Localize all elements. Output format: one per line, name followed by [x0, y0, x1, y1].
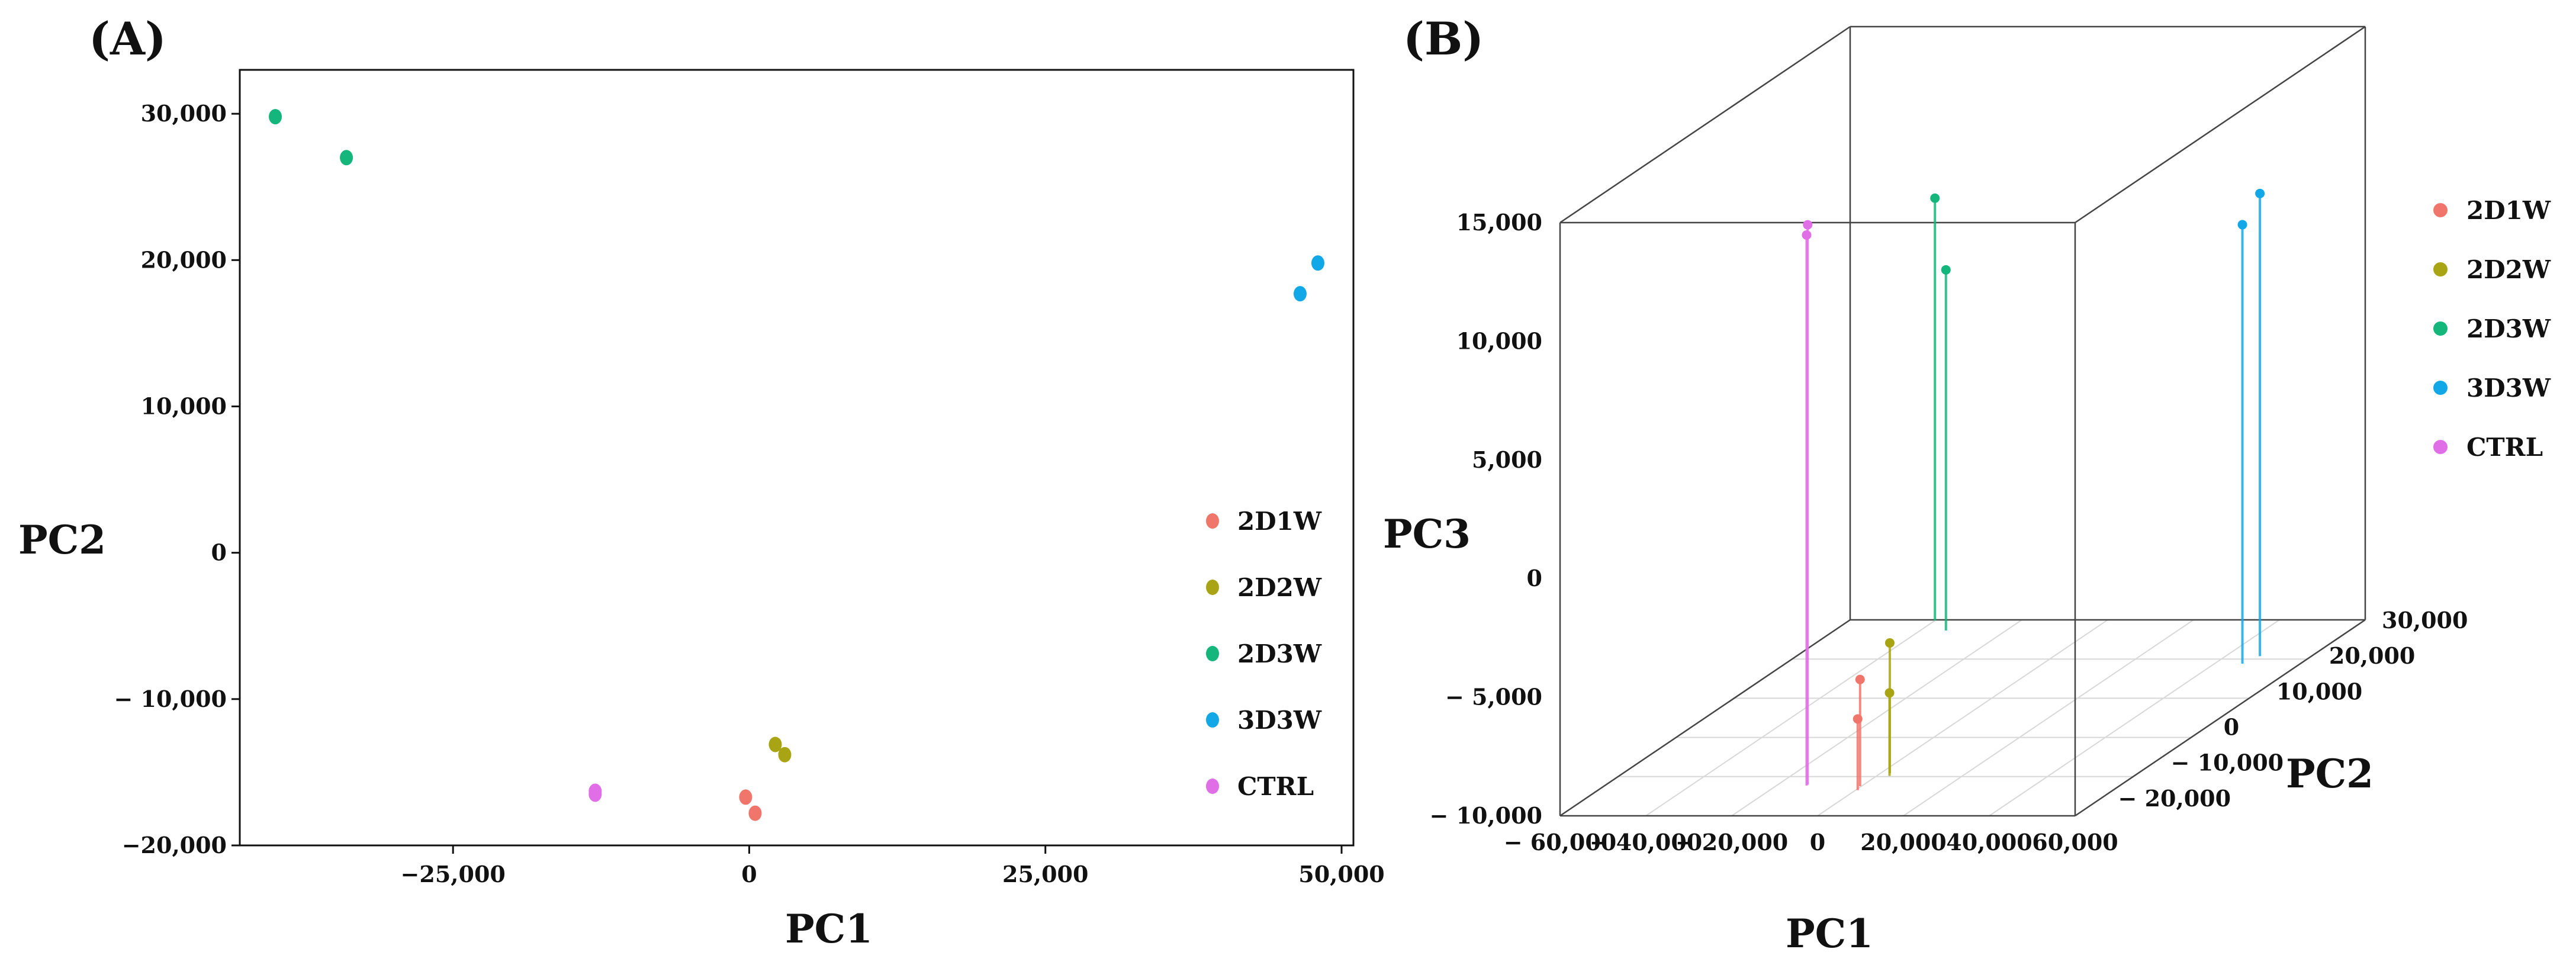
z-axis-title: PC3 — [1383, 511, 1471, 557]
x-tick-label: 0 — [1810, 829, 1825, 855]
x-tick-label: 20,000 — [1860, 829, 1946, 855]
legend-label: CTRL — [1237, 772, 1314, 801]
z-tick-label: − 10,000 — [1429, 802, 1542, 829]
point-3d3w — [1311, 255, 1324, 271]
y-tick-label: 0 — [211, 539, 227, 566]
point-2d1w — [739, 789, 752, 805]
legend-swatch-ctrl — [1206, 779, 1219, 794]
point-2d1w — [748, 805, 762, 821]
panel-a: (A) 30,000 20,000 10,000 0 − 10,000 −20,000 −… — [18, 12, 1385, 952]
point-2d2w — [1884, 638, 1895, 648]
point-2d1w — [1853, 714, 1863, 724]
x-tick-label: − 20,000 — [1675, 829, 1789, 855]
y-tick-label: 30,000 — [2382, 607, 2468, 633]
point-2d3w — [340, 150, 353, 166]
legend: 2D1W 2D2W 2D3W 3D3W CTRL — [2433, 196, 2551, 462]
y-tick-label: 20,000 — [141, 246, 227, 273]
point-2d1w — [1855, 674, 1865, 684]
legend-label: 2D3W — [2466, 314, 2551, 343]
x-tick-label: 40,000 — [1946, 829, 2032, 855]
z-tick-label: 5,000 — [1472, 446, 1542, 473]
box-edge — [1559, 25, 1851, 224]
box-edge — [2075, 619, 2366, 817]
point-2d2w — [768, 736, 782, 752]
y-tick-label: 10,000 — [141, 393, 227, 419]
point-2d2w — [778, 747, 792, 763]
legend-swatch-ctrl — [2433, 440, 2448, 454]
legend-swatch-3d3w — [2433, 381, 2448, 395]
point-3d3w — [1293, 286, 1307, 302]
point-3d3w — [2255, 188, 2265, 198]
legend-label: 2D3W — [1237, 639, 1322, 668]
legend-label: 2D2W — [1237, 573, 1322, 602]
point-2d2w — [1884, 688, 1895, 698]
legend-swatch-3d3w — [1206, 712, 1219, 728]
point-3d3w — [2237, 220, 2247, 230]
data-points — [269, 109, 1324, 821]
panel-b-label: (B) — [1403, 12, 1484, 65]
x-axis-ticks: −25,000 0 25,000 50,000 — [401, 845, 1385, 887]
x-tick-label: − 40,000 — [1590, 829, 1703, 855]
legend: 2D1W 2D2W 2D3W 3D3W CTRL — [1206, 507, 1322, 801]
legend-label: 2D2W — [2466, 255, 2551, 284]
plot-area-frame — [239, 69, 1355, 847]
point-ctrl — [1803, 220, 1813, 230]
z-tick-label: 15,000 — [1456, 209, 1542, 236]
y-axis-ticks: 30,000 20,000 10,000 0 − 10,000 −20,000 — [114, 100, 240, 858]
point-2d3w — [269, 109, 282, 125]
floor-grid-line — [1989, 619, 2280, 816]
y-axis-title: PC2 — [2286, 751, 2374, 797]
y-tick-label: − 10,000 — [2171, 750, 2284, 776]
y-tick-label: −20,000 — [122, 832, 227, 858]
floor-grid-line — [1903, 619, 2194, 816]
y-tick-label: − 10,000 — [114, 686, 227, 712]
y-axis-title: PC2 — [18, 517, 106, 563]
x-axis-ticks: − 60,000− 40,000− 20,000 0 20,000 40,000 60,… — [1504, 829, 2118, 855]
floor-grid-line — [1817, 619, 2108, 816]
z-tick-label: 10,000 — [1456, 327, 1542, 354]
y-tick-label: 20,000 — [2329, 642, 2415, 669]
legend-label: 3D3W — [1237, 706, 1322, 735]
floor-grid-line — [1731, 619, 2022, 816]
x-tick-label: 0 — [741, 861, 757, 887]
panel-a-label: (A) — [89, 12, 166, 65]
panel-b: (B) 15,000 10,000 5,000 0 − 5,000 − 10,000 − … — [1383, 12, 2551, 957]
legend-swatch-2d3w — [2433, 321, 2448, 336]
box-edge — [2075, 25, 2366, 224]
bounding-box — [1559, 25, 2366, 817]
y-tick-label: 30,000 — [141, 100, 227, 127]
legend-swatch-2d3w — [1206, 646, 1219, 661]
legend-label: 2D1W — [2466, 196, 2551, 225]
y-tick-label: 10,000 — [2276, 678, 2362, 705]
z-tick-label: 0 — [1527, 565, 1542, 591]
x-axis-title: PC1 — [1786, 911, 1873, 957]
x-tick-label: 60,000 — [2032, 829, 2118, 855]
legend-swatch-2d1w — [2433, 203, 2448, 217]
y-tick-label: − 20,000 — [2118, 785, 2231, 812]
point-2d3w — [1930, 193, 1940, 203]
x-tick-label: − 60,000 — [1504, 829, 1617, 855]
legend-label: 2D1W — [1237, 507, 1322, 536]
legend-label: CTRL — [2466, 433, 2543, 462]
data-stems — [1802, 188, 2265, 790]
y-tick-label: 0 — [2224, 714, 2239, 741]
legend-swatch-2d1w — [1206, 513, 1219, 529]
y-axis-ticks: 30,000 20,000 10,000 0 − 10,000 − 20,000 — [2118, 607, 2468, 812]
point-ctrl — [588, 783, 602, 799]
x-tick-label: −25,000 — [401, 861, 506, 887]
point-2d3w — [1941, 265, 1951, 275]
floor-grid-line — [1645, 619, 1937, 816]
x-tick-label: 50,000 — [1298, 861, 1384, 887]
legend-swatch-2d2w — [1206, 580, 1219, 595]
legend-label: 3D3W — [2466, 374, 2551, 403]
box-edge — [1559, 619, 1851, 817]
legend-swatch-2d2w — [2433, 262, 2448, 276]
z-tick-label: − 5,000 — [1445, 684, 1542, 710]
floor-grid — [1618, 619, 2307, 816]
x-axis-title: PC1 — [785, 906, 873, 952]
z-axis-ticks: 15,000 10,000 5,000 0 − 5,000 − 10,000 — [1429, 209, 1542, 829]
x-tick-label: 25,000 — [1002, 861, 1088, 887]
